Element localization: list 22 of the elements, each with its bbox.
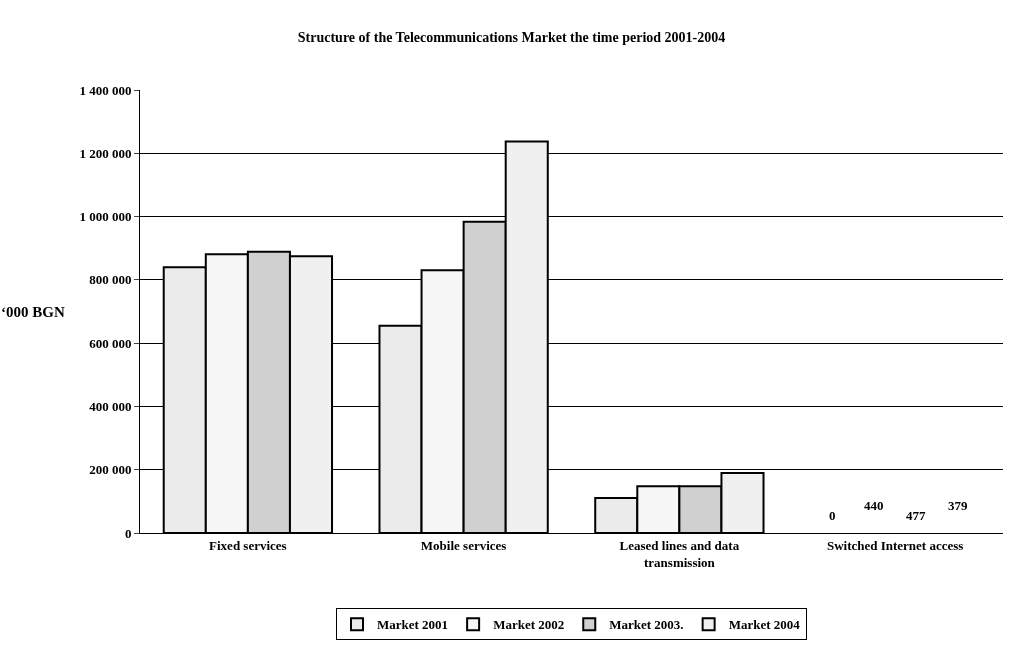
- chart-title: Structure of the Telecommunications Market the time period 2001-2004: [297, 30, 726, 46]
- y-tick-label: 1 200 000: [79, 145, 132, 161]
- legend-label: Market 2001: [377, 617, 449, 633]
- x-tick-label: Fixed services: [209, 537, 287, 553]
- y-tick-label: 600 000: [89, 335, 132, 351]
- y-tick-label: 200 000: [89, 462, 132, 478]
- annotation: 0: [829, 508, 836, 523]
- annotation: 477: [906, 508, 926, 523]
- y-axis-title: ‘000 BGN: [1, 304, 65, 320]
- legend-label: Market 2002: [493, 617, 565, 633]
- y-tick-label: 1 000 000: [79, 209, 132, 225]
- y-tick-label: 0: [124, 525, 132, 541]
- y-tick-label: 800 000: [89, 272, 132, 288]
- y-tick-label: 400 000: [89, 398, 132, 414]
- x-tick-label: Mobile services: [420, 537, 507, 553]
- x-tick-label: Leased lines and data transmission: [619, 537, 740, 570]
- annotation: 379: [948, 498, 968, 513]
- annotation: 440: [864, 498, 884, 513]
- legend-label: Market 2003.: [609, 617, 684, 633]
- x-tick-label: Switched Internet access: [826, 537, 964, 553]
- y-tick-label: 1 400 000: [79, 82, 132, 98]
- legend-label: Market 2004: [728, 617, 801, 633]
